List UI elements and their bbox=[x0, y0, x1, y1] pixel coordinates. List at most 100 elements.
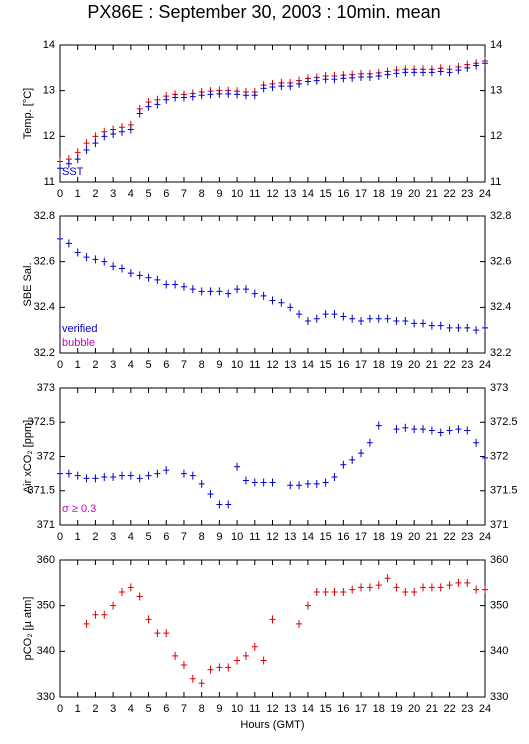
data-point bbox=[118, 127, 125, 136]
x-tick-label: 9 bbox=[216, 359, 222, 371]
data-point bbox=[322, 478, 329, 487]
legend-label: SST bbox=[62, 166, 84, 178]
data-point bbox=[163, 280, 170, 289]
data-point bbox=[482, 59, 488, 68]
y-tick-label-right: 372.5 bbox=[490, 416, 518, 428]
x-tick-label: 20 bbox=[408, 531, 420, 543]
data-point bbox=[251, 289, 258, 298]
data-point bbox=[136, 474, 143, 483]
data-point bbox=[83, 146, 90, 155]
y-tick-label-right: 12 bbox=[490, 130, 502, 142]
data-point bbox=[145, 615, 152, 624]
x-tick-label: 2 bbox=[92, 531, 98, 543]
data-point bbox=[260, 84, 267, 93]
data-point bbox=[437, 428, 444, 437]
data-point bbox=[225, 289, 232, 298]
data-point bbox=[198, 91, 205, 100]
data-point bbox=[384, 70, 391, 79]
data-point bbox=[118, 587, 125, 596]
data-point bbox=[118, 471, 125, 480]
data-point bbox=[57, 157, 63, 166]
data-point bbox=[331, 75, 338, 84]
data-point bbox=[375, 314, 382, 323]
y-tick-label: 371.5 bbox=[27, 485, 55, 497]
data-point bbox=[296, 619, 303, 628]
legend-label: verified bbox=[62, 323, 97, 335]
data-point bbox=[366, 314, 373, 323]
y-tick-label-right: 330 bbox=[490, 691, 508, 703]
y-tick-label-right: 372 bbox=[490, 450, 508, 462]
data-point bbox=[127, 269, 134, 278]
x-tick-label: 1 bbox=[75, 359, 81, 371]
data-point bbox=[154, 469, 161, 478]
x-tick-label: 21 bbox=[426, 703, 438, 715]
data-point bbox=[304, 77, 311, 86]
data-point bbox=[180, 282, 187, 291]
x-tick-label: 0 bbox=[57, 703, 63, 715]
x-tick-label: 17 bbox=[355, 359, 367, 371]
x-tick-label: 22 bbox=[443, 359, 455, 371]
data-point bbox=[251, 642, 258, 651]
y-tick-label: 14 bbox=[43, 39, 55, 51]
x-tick-label: 10 bbox=[231, 188, 243, 200]
x-tick-label: 8 bbox=[199, 531, 205, 543]
data-point bbox=[455, 66, 462, 75]
data-point bbox=[136, 271, 143, 280]
x-tick-label: 1 bbox=[75, 531, 81, 543]
data-point bbox=[313, 587, 320, 596]
x-tick-label: 5 bbox=[145, 531, 151, 543]
data-point bbox=[322, 310, 329, 319]
data-point bbox=[242, 91, 249, 100]
x-tick-label: 12 bbox=[266, 703, 278, 715]
plot-frame bbox=[59, 215, 486, 354]
data-point bbox=[420, 68, 427, 77]
x-tick-label: 24 bbox=[479, 703, 491, 715]
x-tick-label: 13 bbox=[284, 703, 296, 715]
data-point bbox=[375, 421, 382, 430]
x-tick-label: 7 bbox=[181, 359, 187, 371]
data-point bbox=[163, 466, 170, 475]
data-point bbox=[296, 79, 303, 88]
data-point bbox=[411, 68, 418, 77]
y-axis-label: Temp. [°C] bbox=[22, 88, 34, 139]
data-point bbox=[83, 619, 90, 628]
x-tick-label: 1 bbox=[75, 703, 81, 715]
data-point bbox=[437, 321, 444, 330]
data-point bbox=[393, 425, 400, 434]
x-tick-label: 4 bbox=[128, 188, 134, 200]
plot-frame bbox=[59, 44, 486, 183]
data-point bbox=[464, 426, 471, 435]
data-point bbox=[207, 287, 214, 296]
data-point bbox=[92, 255, 99, 264]
data-point bbox=[180, 469, 187, 478]
data-point bbox=[180, 93, 187, 102]
x-tick-label: 8 bbox=[199, 188, 205, 200]
data-point bbox=[172, 651, 179, 660]
data-point bbox=[189, 674, 196, 683]
data-point bbox=[455, 425, 462, 434]
y-axis-label: SBE Sal. bbox=[22, 262, 34, 306]
x-tick-label: 0 bbox=[57, 531, 63, 543]
x-tick-label: 9 bbox=[216, 531, 222, 543]
data-point bbox=[57, 469, 63, 478]
x-tick-label: 16 bbox=[337, 531, 349, 543]
x-tick-label: 10 bbox=[231, 531, 243, 543]
y-tick-label-right: 371.5 bbox=[490, 485, 518, 497]
x-tick-label: 16 bbox=[337, 359, 349, 371]
data-point bbox=[242, 476, 249, 485]
data-point bbox=[411, 587, 418, 596]
x-tick-label: 13 bbox=[284, 188, 296, 200]
data-point bbox=[198, 679, 205, 688]
data-point bbox=[358, 583, 365, 592]
data-point bbox=[331, 310, 338, 319]
x-tick-label: 7 bbox=[181, 531, 187, 543]
x-tick-label: 1 bbox=[75, 188, 81, 200]
data-point bbox=[402, 317, 409, 326]
data-point bbox=[127, 125, 134, 134]
data-point bbox=[127, 583, 134, 592]
data-point bbox=[118, 264, 125, 273]
y-tick-label-right: 350 bbox=[490, 600, 508, 612]
data-point bbox=[136, 592, 143, 601]
x-tick-label: 22 bbox=[443, 188, 455, 200]
